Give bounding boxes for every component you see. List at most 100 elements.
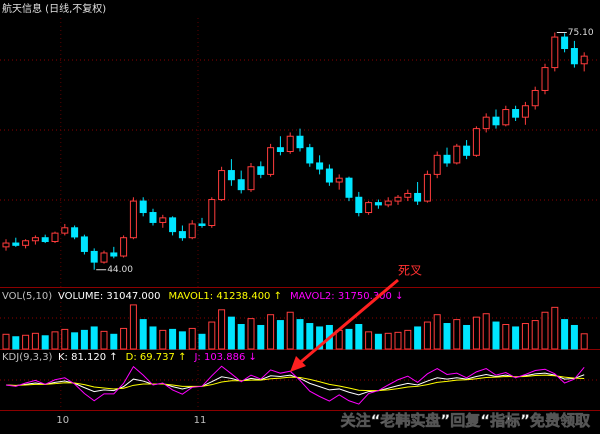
candle-body [355, 196, 363, 214]
high-label: 75.10 [568, 28, 594, 38]
volume-bar [257, 324, 265, 350]
volume-bar [227, 316, 235, 350]
volume-bar [423, 321, 431, 350]
volume-bar [159, 329, 167, 350]
candle-body [208, 199, 216, 226]
candle-body [394, 196, 402, 202]
candle-body [120, 237, 128, 257]
volume-bar [22, 334, 30, 350]
x-tick-label: 10 [56, 415, 69, 426]
volume-bar [276, 320, 284, 350]
volume-bar [570, 324, 578, 350]
candle-body [2, 242, 10, 248]
candle-body [110, 252, 118, 257]
volume-bar [394, 331, 402, 350]
volume-bar [61, 328, 69, 350]
candle-body [41, 237, 49, 243]
candle-body [80, 236, 88, 252]
volume-bar [512, 326, 520, 350]
kdj-header: KDJ(9,3,3) [2, 352, 53, 363]
candle-body [100, 252, 108, 263]
volume-bar [541, 311, 549, 350]
volume-bar [178, 331, 186, 350]
volume-bar [374, 333, 382, 350]
annotation: 死叉 [398, 264, 422, 278]
candle-body [31, 237, 39, 242]
candle-body [404, 192, 412, 198]
candle-body [551, 36, 559, 69]
candle-body [276, 147, 284, 153]
volume-bar [472, 316, 480, 350]
volume-bar [71, 332, 79, 350]
kdj-line [5, 365, 585, 405]
volume-bar [237, 324, 245, 350]
arrow-shaft [295, 278, 399, 368]
watermark: 关注“老韩实盘”回复“指标”免费领取 [341, 412, 591, 430]
volume-bar [12, 336, 20, 350]
candle-body [227, 170, 235, 181]
volume-bar [2, 333, 10, 350]
volume-bar [316, 326, 324, 350]
candle-body [296, 135, 304, 149]
candle-body [521, 105, 529, 118]
volume-bar [208, 321, 216, 350]
candle-body [374, 202, 382, 206]
volume-bar [502, 324, 510, 350]
volume-bar [188, 327, 196, 350]
volume-bar [218, 309, 226, 350]
candle-body [178, 231, 186, 239]
marks: 75.10 44.00 10 11 VOLUME: 31047.000 MAVOL1: 4… [2, 18, 594, 426]
candle-body [443, 154, 451, 164]
candle-body [472, 128, 480, 156]
candle-body [198, 223, 206, 226]
candle-body [580, 55, 588, 65]
volume-bar [149, 326, 157, 350]
x-tick-label: 11 [194, 415, 207, 426]
volume-bar [41, 335, 49, 350]
candle-body [345, 177, 353, 198]
volume-bar [355, 324, 363, 350]
low-label: 44.00 [107, 265, 133, 275]
candle-body [453, 145, 461, 164]
candle-body [247, 166, 255, 191]
candle-body [267, 147, 275, 175]
candle-body [61, 227, 69, 234]
volume-bar [482, 313, 490, 350]
candle-body [365, 202, 373, 214]
candle-body [316, 162, 324, 170]
candle-body [325, 168, 333, 183]
candle-body [502, 109, 510, 126]
volume-bar [580, 333, 588, 350]
candle-body [12, 242, 20, 246]
candle-body [512, 109, 520, 118]
volume-bar [463, 324, 471, 350]
volume-bar [521, 323, 529, 350]
chart-title: 航天信息 (日线,不复权) [2, 2, 106, 15]
volume-bar [345, 328, 353, 350]
candle-body [90, 250, 98, 263]
volume-bar [247, 318, 255, 350]
candle-body [129, 200, 137, 239]
volume-bar [433, 314, 441, 350]
candle-body [188, 223, 196, 239]
volume-bar [110, 333, 118, 350]
candle-body [433, 154, 441, 175]
candle-body [335, 177, 343, 183]
kdj-line [5, 374, 585, 392]
candle-body [51, 232, 59, 243]
vol-header: VOL(5,10) [2, 291, 52, 302]
candle-body [139, 200, 147, 214]
volume-bar [365, 331, 373, 350]
volume-bar [267, 314, 275, 350]
candle-body [71, 227, 79, 238]
volume-bar [80, 329, 88, 350]
candle-body [169, 217, 177, 233]
candle-body [306, 147, 314, 164]
volume-bar [414, 326, 422, 350]
candle-body [482, 116, 490, 130]
candle-body [463, 145, 471, 156]
volume-bar [129, 304, 137, 350]
candle-body [22, 240, 30, 246]
